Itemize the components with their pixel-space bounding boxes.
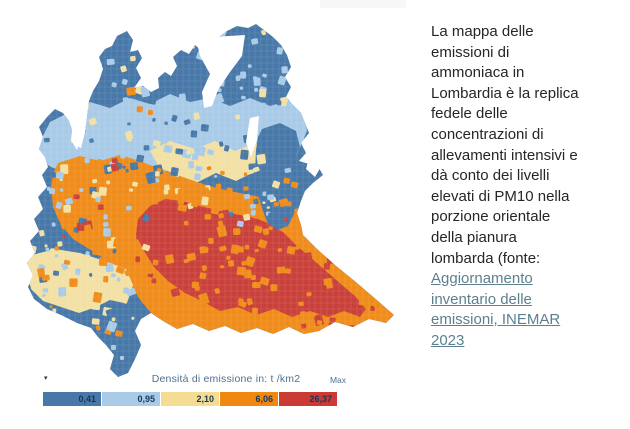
legend-title: Densità di emissione in: t /km2 — [151, 373, 301, 385]
legend-class-4: 6,06 — [220, 392, 278, 406]
legend-class-1-value: 0,41 — [78, 394, 96, 404]
source-link-line[interactable]: Aggiornamento — [431, 270, 533, 288]
legend-class-5: 26,37 — [279, 392, 337, 406]
caption-line: della pianura — [431, 228, 517, 246]
lake-como — [196, 35, 245, 108]
caption-body: La mappa delle emissioni di ammoniaca in Lo… — [431, 22, 621, 269]
lake-maggiore — [66, 84, 86, 150]
top-strip-decoration — [320, 0, 406, 8]
legend-class-5-value: 26,37 — [309, 394, 332, 404]
caption-line: concentrazioni di — [431, 125, 544, 143]
caption-line: dà conto dei livelli — [431, 167, 550, 185]
caption-line: elevati di PM10 nella — [431, 187, 570, 205]
caption-line: La mappa delle — [431, 23, 534, 40]
caption-line: ammoniaca in — [431, 64, 525, 82]
legend-class-1: 0,41 — [43, 392, 101, 406]
legend-dropdown-arrow-icon[interactable]: ▾ — [44, 375, 48, 382]
source-link-line[interactable]: 2023 — [431, 331, 465, 349]
legend-class-2: 0,95 — [102, 392, 160, 406]
lake-garda — [306, 136, 327, 177]
caption-line: porzione orientale — [431, 208, 551, 226]
source-link[interactable]: Aggiornamento inventario delle emissioni, … — [431, 269, 621, 351]
caption-line: allevamenti intensivi e — [431, 146, 578, 164]
caption-text: La mappa delle emissioni di ammoniaca in Lo… — [431, 22, 621, 352]
caption-line: lombarda (fonte: — [431, 249, 541, 267]
legend-class-4-value: 6,06 — [255, 394, 273, 404]
legend-max-label: Max — [329, 375, 346, 385]
legend-class-3: 2,10 — [161, 392, 219, 406]
caption-line: emissioni di — [431, 43, 510, 61]
emissions-map[interactable] — [0, 0, 420, 385]
caption-line: Lombardia è la replica — [431, 84, 579, 102]
lake-iseo — [246, 116, 259, 157]
legend-color-scale: 0,41 0,95 2,10 6,06 26,37 — [43, 392, 337, 406]
source-link-line[interactable]: inventario delle — [431, 290, 532, 308]
source-link-line[interactable]: emissioni, INEMAR — [431, 311, 561, 329]
legend-class-2-value: 0,95 — [137, 394, 155, 404]
legend-class-3-value: 2,10 — [196, 394, 214, 404]
caption-line: fedele delle — [431, 105, 508, 123]
